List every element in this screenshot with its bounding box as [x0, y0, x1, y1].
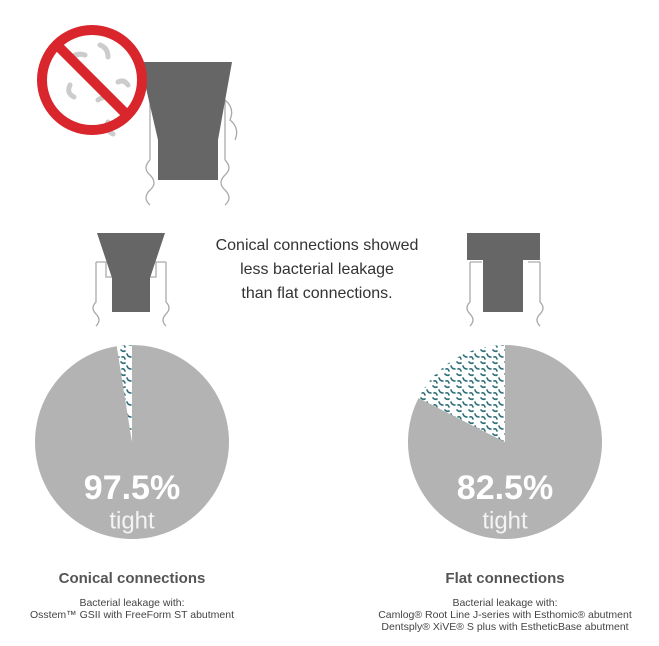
pie-slice — [116, 345, 132, 442]
note: Bacterial leakage with: — [79, 597, 184, 609]
illustration — [37, 25, 544, 327]
category-label: tight — [482, 507, 528, 534]
pie-slice — [418, 345, 505, 442]
pie-title: Conical connections — [59, 570, 206, 587]
caption: less bacterial leakage — [240, 261, 394, 278]
note: Osstem™ GSII with FreeForm ST abutment — [30, 609, 234, 621]
caption: than flat connections. — [241, 285, 392, 302]
caption: Conical connections showed — [216, 237, 419, 254]
pie-title: Flat connections — [445, 570, 564, 587]
value-label: 82.5% — [457, 469, 553, 507]
value-label: 97.5% — [84, 469, 180, 507]
pie-slice — [407, 345, 602, 539]
category-label: tight — [109, 507, 155, 534]
pie-slice — [35, 344, 230, 539]
note: Bacterial leakage with: — [452, 597, 557, 609]
note: Dentsply® XiVE® S plus with EstheticBase… — [381, 621, 628, 633]
note: Camlog® Root Line J-series with Esthomic… — [378, 609, 632, 621]
